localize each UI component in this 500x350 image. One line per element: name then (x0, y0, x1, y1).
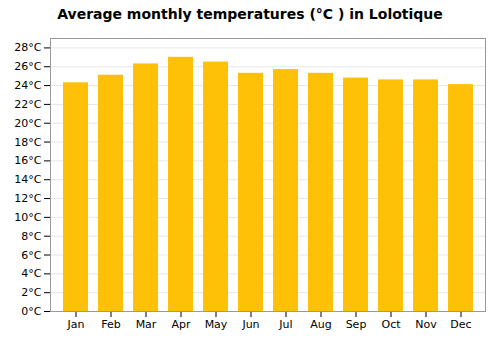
html-text:Average monthly temperatures (: Average monthly temperatures (°C ) in Lo… (57, 6, 443, 22)
svg-text:22°C: 22°C (14, 98, 41, 111)
svg-text:20°C: 20°C (14, 117, 41, 130)
svg-text:Nov: Nov (415, 318, 437, 331)
svg-text:Oct: Oct (381, 318, 401, 331)
svg-text:Jan: Jan (67, 318, 85, 331)
svg-text:16°C: 16°C (14, 154, 41, 167)
svg-text:Jul: Jul (278, 318, 292, 331)
svg-text:Jun: Jun (241, 318, 259, 331)
svg-text:8°C: 8°C (21, 230, 41, 243)
svg-text:10°C: 10°C (14, 211, 41, 224)
svg-text:Aug: Aug (310, 318, 331, 331)
svg-text:Apr: Apr (171, 318, 191, 331)
svg-text:May: May (205, 318, 228, 331)
svg-text:28°C: 28°C (14, 41, 41, 54)
svg-text:Dec: Dec (450, 318, 471, 331)
svg-text:26°C: 26°C (14, 60, 41, 73)
svg-text:0°C: 0°C (21, 305, 41, 318)
svg-text:4°C: 4°C (21, 267, 41, 280)
svg-text:2°C: 2°C (21, 286, 41, 299)
svg-text:Feb: Feb (101, 318, 120, 331)
svg-text:Mar: Mar (136, 318, 157, 331)
svg-text:18°C: 18°C (14, 136, 41, 149)
svg-text:6°C: 6°C (21, 249, 41, 262)
svg-text:Sep: Sep (346, 318, 367, 331)
svg-text:12°C: 12°C (14, 192, 41, 205)
svg-text:24°C: 24°C (14, 79, 41, 92)
svg-text:14°C: 14°C (14, 173, 41, 186)
